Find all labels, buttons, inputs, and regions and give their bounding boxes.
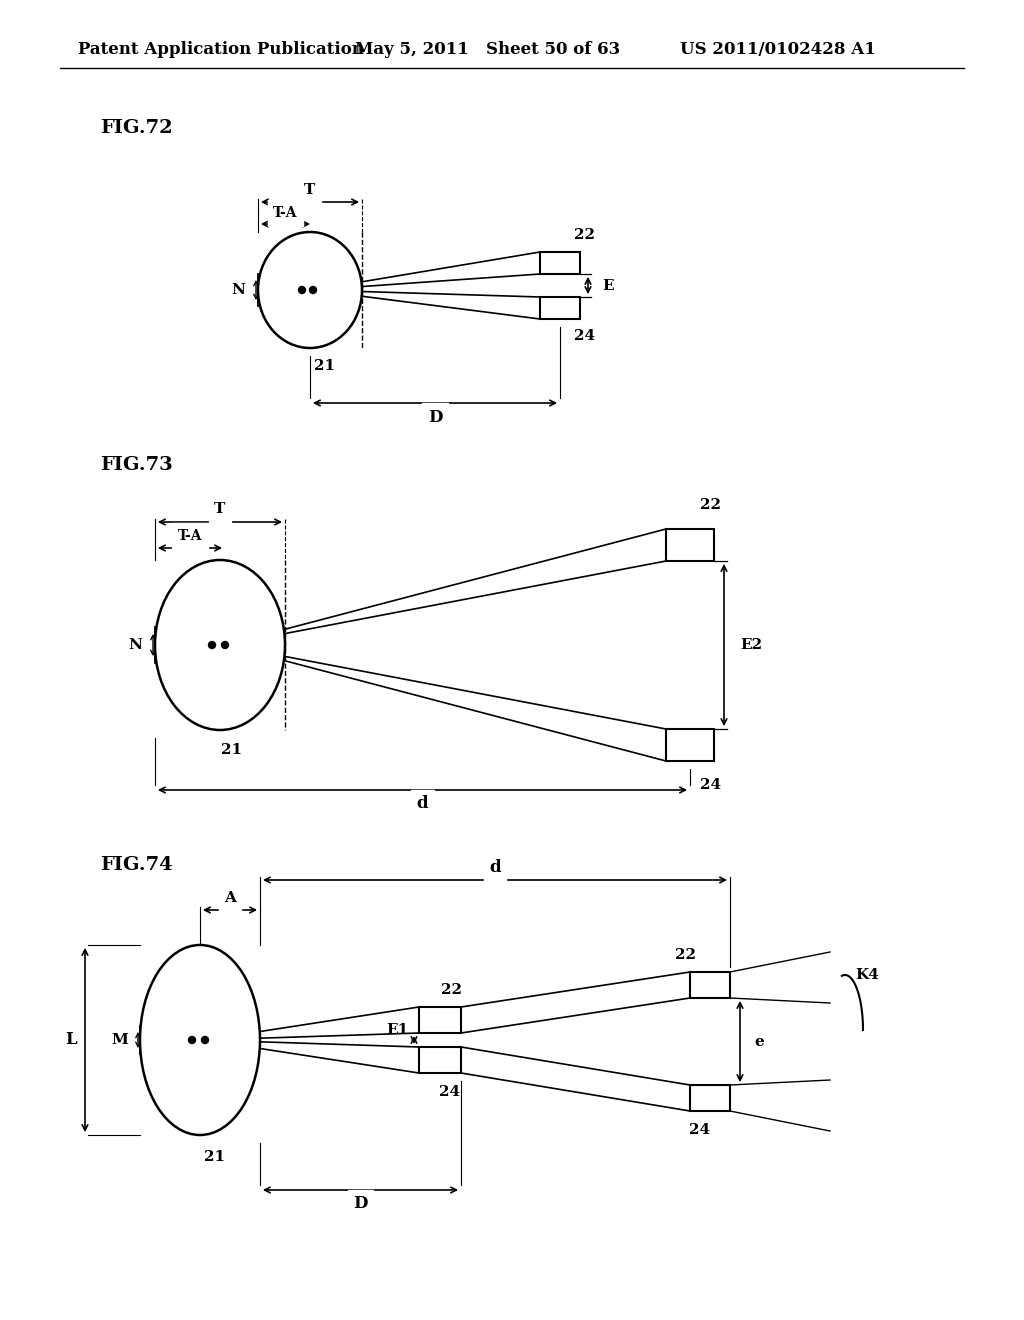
Bar [666, 529, 714, 561]
Text: D: D [428, 408, 442, 425]
Text: D: D [353, 1196, 368, 1213]
Text: K4: K4 [855, 968, 879, 982]
Text: 22: 22 [700, 498, 721, 512]
Text: 24: 24 [689, 1123, 711, 1137]
Text: T: T [214, 502, 225, 516]
Bar [540, 297, 580, 319]
Text: 24: 24 [574, 329, 595, 343]
Text: 22: 22 [675, 948, 695, 962]
Text: May 5, 2011   Sheet 50 of 63: May 5, 2011 Sheet 50 of 63 [355, 41, 621, 58]
Text: E1: E1 [387, 1023, 409, 1038]
Ellipse shape [155, 560, 285, 730]
Text: A: A [224, 891, 236, 906]
Bar [540, 252, 580, 275]
Circle shape [209, 642, 215, 648]
Text: Patent Application Publication: Patent Application Publication [78, 41, 364, 58]
Text: M: M [112, 1034, 128, 1047]
Text: FIG.73: FIG.73 [100, 455, 173, 474]
Text: 22: 22 [574, 228, 595, 242]
Bar [666, 729, 714, 762]
Text: T: T [304, 183, 315, 197]
Circle shape [202, 1036, 209, 1044]
Text: e: e [754, 1035, 764, 1048]
Bar [690, 1085, 730, 1111]
Text: d: d [417, 796, 428, 813]
Text: 21: 21 [221, 743, 243, 756]
Circle shape [188, 1036, 196, 1044]
Text: 24: 24 [700, 777, 721, 792]
Bar [690, 972, 730, 998]
Text: d: d [489, 858, 501, 875]
Text: US 2011/0102428 A1: US 2011/0102428 A1 [680, 41, 876, 58]
Text: E: E [602, 279, 613, 293]
Text: N: N [128, 638, 142, 652]
Text: N: N [231, 282, 245, 297]
Ellipse shape [258, 232, 362, 348]
Text: 22: 22 [441, 983, 463, 997]
Text: 21: 21 [205, 1150, 225, 1164]
Text: 21: 21 [314, 359, 336, 374]
Bar [419, 1007, 461, 1034]
Text: FIG.74: FIG.74 [100, 855, 173, 874]
Circle shape [221, 642, 228, 648]
Circle shape [299, 286, 305, 293]
Text: T-A: T-A [273, 206, 298, 220]
Ellipse shape [140, 945, 260, 1135]
Circle shape [309, 286, 316, 293]
Bar [419, 1047, 461, 1073]
Text: L: L [66, 1031, 77, 1048]
Text: T-A: T-A [178, 529, 203, 543]
Text: FIG.72: FIG.72 [100, 119, 173, 137]
Text: E2: E2 [740, 638, 762, 652]
Text: 24: 24 [439, 1085, 461, 1100]
